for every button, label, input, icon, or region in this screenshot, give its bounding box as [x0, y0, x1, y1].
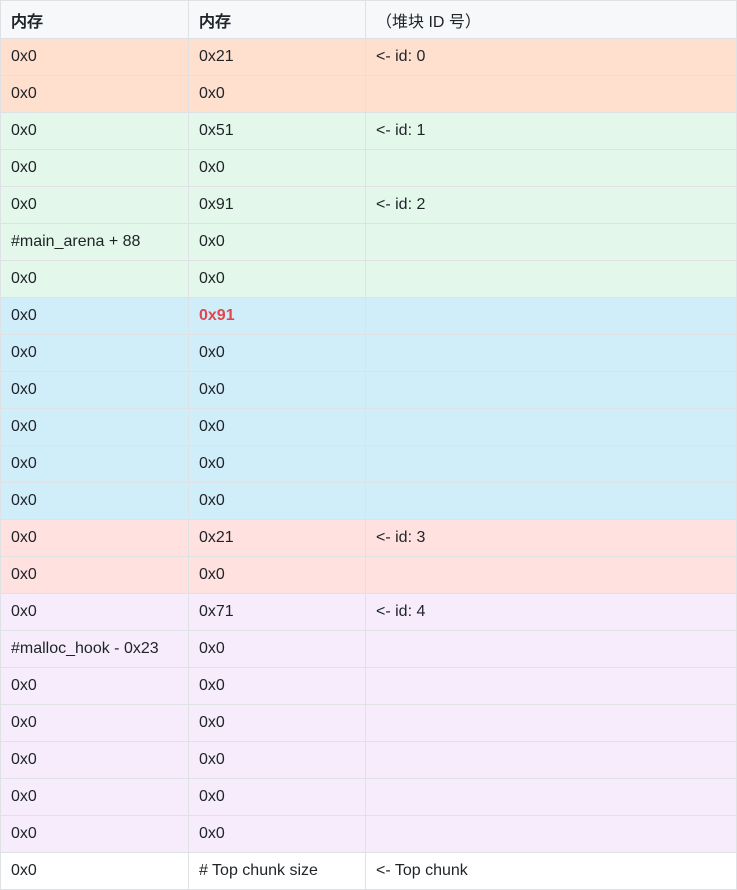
chunk-id-cell: <- Top chunk: [365, 852, 737, 890]
table-row: 0x0 0x0: [0, 704, 737, 742]
memory-cell-right: 0x0: [188, 741, 366, 779]
memory-cell-left: 0x0: [0, 408, 189, 446]
chunk-id-cell: <- id: 0: [365, 38, 737, 76]
memory-cell-left: 0x0: [0, 297, 189, 335]
table-row: 0x0 0x0: [0, 556, 737, 594]
memory-cell-right: 0x0: [188, 482, 366, 520]
chunk-id-cell: <- id: 1: [365, 112, 737, 150]
memory-cell-right: # Top chunk size: [188, 852, 366, 890]
memory-cell-right: 0x0: [188, 408, 366, 446]
memory-cell-right: 0x0: [188, 630, 366, 668]
memory-cell-right: 0x0: [188, 556, 366, 594]
memory-cell-left: 0x0: [0, 334, 189, 372]
table-row: 0x0 0x91: [0, 297, 737, 335]
memory-cell-left: 0x0: [0, 704, 189, 742]
chunk-id-cell: [365, 260, 737, 298]
memory-cell-left: 0x0: [0, 519, 189, 557]
memory-cell-left: 0x0: [0, 667, 189, 705]
table-row: 0x0 0x0: [0, 482, 737, 520]
table-row: 0x0 0x0: [0, 445, 737, 483]
table-row: 0x0 0x0: [0, 260, 737, 298]
header-memory-2: 内存: [188, 0, 366, 39]
memory-cell-right: 0x0: [188, 667, 366, 705]
chunk-id-cell: [365, 667, 737, 705]
memory-cell-left: 0x0: [0, 556, 189, 594]
table-row: #malloc_hook - 0x23 0x0: [0, 630, 737, 668]
memory-cell-right: 0x0: [188, 334, 366, 372]
memory-cell-left: 0x0: [0, 741, 189, 779]
table-header-row: 内存 内存 （堆块 ID 号）: [0, 0, 737, 39]
chunk-id-cell: [365, 630, 737, 668]
table-row: 0x0 0x0: [0, 334, 737, 372]
memory-cell-right: 0x0: [188, 75, 366, 113]
memory-cell-left: 0x0: [0, 815, 189, 853]
table-row: 0x0 0x0: [0, 149, 737, 187]
memory-cell-right: 0x51: [188, 112, 366, 150]
chunk-id-cell: [365, 556, 737, 594]
memory-cell-right: 0x21: [188, 519, 366, 557]
chunk-id-cell: [365, 408, 737, 446]
chunk-id-cell: [365, 223, 737, 261]
chunk-id-cell: [365, 778, 737, 816]
chunk-id-cell: [365, 704, 737, 742]
memory-cell-right: 0x0: [188, 223, 366, 261]
memory-cell-right: 0x0: [188, 778, 366, 816]
memory-cell-left: #main_arena + 88: [0, 223, 189, 261]
memory-cell-left: #malloc_hook - 0x23: [0, 630, 189, 668]
memory-cell-left: 0x0: [0, 778, 189, 816]
memory-cell-left: 0x0: [0, 75, 189, 113]
chunk-id-cell: [365, 445, 737, 483]
chunk-id-cell: <- id: 2: [365, 186, 737, 224]
memory-cell-right: 0x0: [188, 149, 366, 187]
chunk-id-cell: [365, 297, 737, 335]
table-row: 0x0 0x0: [0, 741, 737, 779]
memory-cell-left: 0x0: [0, 112, 189, 150]
chunk-id-cell: [365, 815, 737, 853]
memory-cell-right: 0x0: [188, 815, 366, 853]
memory-cell-left: 0x0: [0, 38, 189, 76]
table-row: 0x0 0x21 <- id: 3: [0, 519, 737, 557]
table-row: #main_arena + 88 0x0: [0, 223, 737, 261]
table-row: 0x0 0x71 <- id: 4: [0, 593, 737, 631]
table-row: 0x0 # Top chunk size <- Top chunk: [0, 852, 737, 890]
table-row: 0x0 0x0: [0, 408, 737, 446]
header-memory-1: 内存: [0, 0, 189, 39]
memory-cell-left: 0x0: [0, 445, 189, 483]
memory-cell-right: 0x0: [188, 445, 366, 483]
memory-cell-right: 0x21: [188, 38, 366, 76]
chunk-id-cell: [365, 149, 737, 187]
memory-cell-right: 0x0: [188, 260, 366, 298]
table-row: 0x0 0x21 <- id: 0: [0, 38, 737, 76]
memory-cell-right: 0x91: [188, 297, 366, 335]
memory-cell-left: 0x0: [0, 260, 189, 298]
chunk-id-cell: [365, 371, 737, 409]
chunk-id-cell: [365, 482, 737, 520]
chunk-id-cell: <- id: 4: [365, 593, 737, 631]
memory-cell-right: 0x71: [188, 593, 366, 631]
table-body: 0x0 0x21 <- id: 0 0x0 0x0 0x0 0x51 <- id: 1 0x0 0…: [0, 38, 737, 890]
table-row: 0x0 0x0: [0, 815, 737, 853]
memory-cell-right: 0x91: [188, 186, 366, 224]
memory-cell-right: 0x0: [188, 704, 366, 742]
memory-cell-left: 0x0: [0, 482, 189, 520]
chunk-id-cell: [365, 75, 737, 113]
memory-cell-left: 0x0: [0, 852, 189, 890]
chunk-id-cell: [365, 334, 737, 372]
table-row: 0x0 0x91 <- id: 2: [0, 186, 737, 224]
table-row: 0x0 0x0: [0, 75, 737, 113]
table-row: 0x0 0x0: [0, 371, 737, 409]
memory-cell-left: 0x0: [0, 371, 189, 409]
memory-cell-left: 0x0: [0, 149, 189, 187]
memory-cell-right: 0x0: [188, 371, 366, 409]
table-row: 0x0 0x0: [0, 667, 737, 705]
header-chunk-id: （堆块 ID 号）: [365, 0, 737, 39]
memory-cell-left: 0x0: [0, 186, 189, 224]
chunk-id-cell: <- id: 3: [365, 519, 737, 557]
table-row: 0x0 0x51 <- id: 1: [0, 112, 737, 150]
table-row: 0x0 0x0: [0, 778, 737, 816]
memory-cell-left: 0x0: [0, 593, 189, 631]
chunk-id-cell: [365, 741, 737, 779]
